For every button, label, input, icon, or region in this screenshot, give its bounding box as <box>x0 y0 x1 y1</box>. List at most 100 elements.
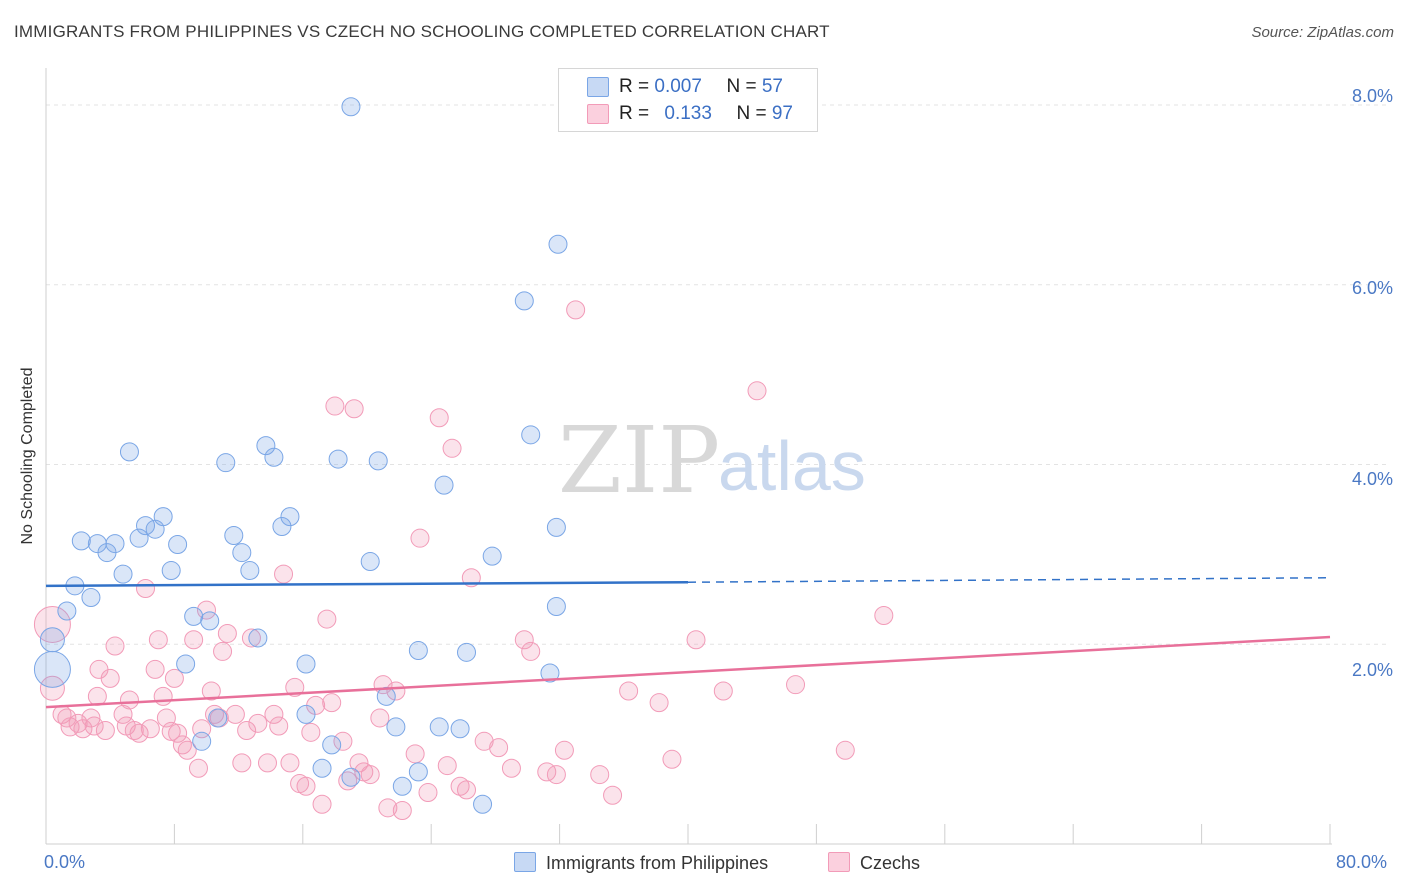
philippines-point <box>105 534 125 554</box>
philippines-point <box>240 561 260 581</box>
czechs-swatch <box>587 104 609 124</box>
czechs-point <box>177 740 197 760</box>
czechs-point <box>450 776 470 796</box>
y-tick-label: 2.0% <box>1351 660 1393 680</box>
philippines-point <box>39 627 65 653</box>
czechs-point <box>269 716 289 736</box>
czechs-points <box>33 300 894 821</box>
czechs-point <box>33 605 71 643</box>
czechs-point <box>349 753 369 773</box>
czechs-legend-swatch <box>828 852 850 872</box>
source-note: Source: ZipAtlas.com <box>1251 24 1394 41</box>
czechs-point <box>105 636 125 656</box>
czechs-point <box>360 765 380 785</box>
czechs-point <box>554 740 574 760</box>
czechs-point <box>201 681 221 701</box>
czechs-point <box>619 681 639 701</box>
axes <box>45 68 1332 845</box>
philippines-legend-swatch <box>514 852 536 872</box>
czechs-point <box>168 723 188 743</box>
czechs-point <box>747 381 767 401</box>
philippines-point <box>408 641 428 661</box>
philippines-point <box>540 663 560 683</box>
czechs-point <box>248 713 268 733</box>
czechs-point <box>713 681 733 701</box>
czechs-point <box>566 300 586 320</box>
x-tick-label-min: 0.0% <box>44 852 86 872</box>
philippines-point <box>548 234 568 254</box>
czechs-point <box>392 801 412 821</box>
czechs-point <box>649 693 669 713</box>
czechs-point <box>129 723 149 743</box>
czechs-point <box>301 722 321 742</box>
czechs-point <box>87 686 107 706</box>
czechs-point <box>217 623 237 643</box>
watermark-zip: ZIP <box>558 407 720 514</box>
czechs-point <box>241 628 261 648</box>
philippines-point <box>168 534 188 554</box>
y-tick-label: 8.0% <box>1351 86 1393 106</box>
philippines-point <box>280 507 300 527</box>
czechs-point <box>39 675 65 701</box>
czechs-point <box>113 704 133 724</box>
czechs-point <box>442 438 462 458</box>
philippines-trend-extension <box>687 576 1331 583</box>
czechs-point <box>501 758 521 778</box>
legend-item-philippines: Immigrants from Philippines <box>514 852 768 874</box>
czechs-point <box>317 609 337 629</box>
philippines-point <box>208 708 228 728</box>
philippines-point <box>71 531 91 551</box>
legend-row-philippines: R = 0.007 N = 57 <box>619 76 783 97</box>
czechs-point <box>296 776 316 796</box>
czechs-point <box>164 668 184 688</box>
czechs-point <box>514 630 534 650</box>
philippines-point <box>482 546 502 566</box>
philippines-point <box>341 767 361 787</box>
czechs-point <box>188 758 208 778</box>
legend-row-czechs: R = 0.133 N = 97 <box>619 103 793 124</box>
philippines-point <box>216 453 236 473</box>
philippines-point <box>341 97 361 117</box>
philippines-point <box>434 475 454 495</box>
gridlines <box>46 104 1390 645</box>
czechs-point <box>225 704 245 724</box>
czechs-point <box>213 641 233 661</box>
czechs-point <box>84 716 104 736</box>
philippines-point <box>296 654 316 674</box>
czechs-point <box>386 681 406 701</box>
y-tick-label: 6.0% <box>1351 278 1393 298</box>
czechs-point <box>100 668 120 688</box>
watermark-atlas: atlas <box>718 427 866 505</box>
philippines-point <box>264 447 284 467</box>
philippines-point <box>473 794 493 814</box>
czechs-point <box>546 765 566 785</box>
philippines-point <box>232 543 252 563</box>
czechs-point <box>378 798 398 818</box>
czechs-point <box>136 579 156 599</box>
philippines-point <box>192 731 212 751</box>
philippines-point <box>113 564 133 584</box>
philippines-point <box>119 442 139 462</box>
czechs-point <box>474 731 494 751</box>
philippines-trend-line <box>45 580 689 588</box>
czechs-point <box>119 690 139 710</box>
trend-lines <box>45 576 1331 709</box>
philippines-point <box>81 588 101 608</box>
czechs-point <box>322 693 342 713</box>
czechs-trend-line <box>45 635 1331 709</box>
czechs-point <box>590 765 610 785</box>
philippines-point <box>450 719 470 739</box>
philippines-point <box>312 758 332 778</box>
philippines-point <box>272 516 292 536</box>
czechs-point <box>184 630 204 650</box>
philippines-swatch <box>587 77 609 97</box>
czechs-point <box>405 744 425 764</box>
czechs-point <box>95 721 115 741</box>
stats-legend: R = 0.007 N = 57 R = 0.133 N = 97 <box>558 68 818 132</box>
philippines-point <box>256 436 276 456</box>
philippines-points <box>33 97 568 814</box>
chart-title: IMMIGRANTS FROM PHILIPPINES VS CZECH NO … <box>14 22 830 41</box>
czechs-point <box>73 719 93 739</box>
czechs-point <box>232 753 252 773</box>
